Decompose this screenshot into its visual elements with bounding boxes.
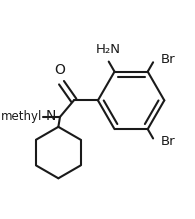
Text: H₂N: H₂N	[95, 43, 120, 56]
Text: methyl: methyl	[1, 110, 43, 123]
Text: O: O	[54, 63, 65, 77]
Text: Br: Br	[160, 135, 175, 148]
Text: N: N	[46, 109, 56, 123]
Text: Br: Br	[160, 53, 175, 66]
